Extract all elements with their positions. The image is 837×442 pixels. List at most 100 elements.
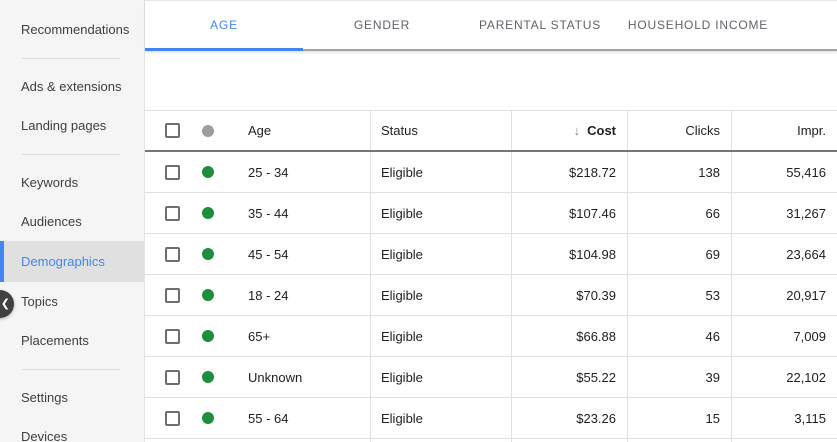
status-enabled-icon[interactable] (201, 166, 214, 178)
status-cell: Eligible (371, 275, 512, 315)
sidebar-item-settings[interactable]: Settings (0, 378, 144, 417)
status-cell: Eligible (371, 234, 512, 274)
sidebar-item-label: Demographics (21, 254, 105, 269)
row-checkbox[interactable] (165, 328, 180, 344)
status-dot-header-cell (190, 111, 225, 150)
sidebar-item-label: Keywords (21, 175, 79, 190)
age-cell: 25 - 34 (225, 152, 371, 192)
sidebar-item-topics[interactable]: Topics (0, 282, 144, 321)
status-enabled-icon[interactable] (201, 289, 214, 301)
row-checkbox[interactable] (165, 410, 180, 426)
table-row: Unknown Eligible $55.22 39 22,102 (145, 357, 837, 398)
column-header-age[interactable]: Age (225, 111, 371, 150)
table-row: 35 - 44 Eligible $107.46 66 31,267 (145, 193, 837, 234)
clicks-cell: 15 (628, 398, 732, 438)
status-cell: Eligible (371, 357, 512, 397)
age-cell: 55 - 64 (225, 398, 371, 438)
chevron-left-icon: ❮ (0, 297, 10, 310)
table-row: 55 - 64 Eligible $23.26 15 3,115 (145, 398, 837, 439)
tab-label: HOUSEHOLD INCOME (627, 18, 769, 32)
clicks-cell: 69 (628, 234, 732, 274)
impr-cell: 22,102 (786, 369, 826, 385)
sidebar-collapse-button[interactable]: ❮ (0, 290, 14, 318)
table-row: 18 - 24 Eligible $70.39 53 20,917 (145, 275, 837, 316)
toolbar-spacer (145, 51, 837, 110)
sidebar-item-label: Ads & extensions (21, 79, 122, 94)
status-enabled-icon[interactable] (201, 207, 214, 219)
table-row-partial (145, 439, 837, 442)
sidebar-item-label: Audiences (21, 214, 82, 229)
row-checkbox[interactable] (165, 164, 180, 180)
clicks-cell: 53 (628, 275, 732, 315)
tab-label: AGE (210, 18, 238, 32)
cost-cell: $66.88 (512, 316, 628, 356)
column-header-impr[interactable]: Impr. (797, 123, 826, 138)
column-header-cost[interactable]: ↓ Cost (512, 111, 628, 150)
demographics-tabbar: AGE GENDER PARENTAL STATUS HOUSEHOLD INC… (145, 0, 837, 51)
sidebar-item-label: Placements (21, 333, 89, 348)
cost-cell: $70.39 (512, 275, 628, 315)
row-checkbox[interactable] (165, 205, 180, 221)
table-row: 25 - 34 Eligible $218.72 138 55,416 (145, 152, 837, 193)
sidebar-item-keywords[interactable]: Keywords (0, 163, 144, 202)
sidebar-item-devices[interactable]: Devices (0, 417, 144, 442)
status-enabled-icon[interactable] (201, 248, 214, 260)
status-dot-header-icon (201, 124, 214, 137)
row-checkbox[interactable] (165, 287, 180, 303)
impr-cell: 55,416 (786, 164, 826, 180)
cost-cell: $107.46 (512, 193, 628, 233)
sidebar-item-label: Recommendations (21, 22, 130, 37)
sidebar-divider (0, 145, 144, 163)
select-all-checkbox[interactable] (165, 123, 180, 138)
cost-cell: $23.26 (512, 398, 628, 438)
age-cell: 45 - 54 (225, 234, 371, 274)
sidebar-item-recommendations[interactable]: Recommendations (0, 10, 144, 49)
row-checkbox[interactable] (165, 369, 180, 385)
sidebar-item-audiences[interactable]: Audiences (0, 202, 144, 241)
cost-cell: $218.72 (512, 152, 628, 192)
sidebar: Recommendations Ads & extensions Landing… (0, 0, 145, 442)
tab-parental-status[interactable]: PARENTAL STATUS (461, 1, 619, 49)
tab-label: GENDER (353, 18, 411, 32)
status-enabled-icon[interactable] (201, 330, 214, 342)
status-cell: Eligible (371, 193, 512, 233)
sidebar-item-label: Settings (21, 390, 68, 405)
sidebar-item-label: Landing pages (21, 118, 107, 133)
column-header-clicks[interactable]: Clicks (628, 111, 732, 150)
sidebar-divider (0, 360, 144, 378)
status-cell: Eligible (371, 316, 512, 356)
column-header-status[interactable]: Status (371, 111, 512, 150)
sidebar-item-placements[interactable]: Placements (0, 321, 144, 360)
status-cell: Eligible (371, 152, 512, 192)
status-cell: Eligible (371, 398, 512, 438)
sidebar-item-landing-pages[interactable]: Landing pages (0, 106, 144, 145)
sidebar-item-label: Topics (21, 294, 58, 309)
row-checkbox[interactable] (165, 246, 180, 262)
status-enabled-icon[interactable] (201, 371, 214, 383)
impr-cell: 23,664 (786, 246, 826, 262)
status-enabled-icon[interactable] (201, 412, 214, 424)
impr-cell: 31,267 (786, 205, 826, 221)
tab-gender[interactable]: GENDER (303, 1, 461, 49)
impr-cell: 3,115 (794, 410, 826, 426)
sidebar-item-ads-extensions[interactable]: Ads & extensions (0, 67, 144, 106)
impr-cell: 7,009 (793, 328, 826, 344)
sidebar-divider (0, 49, 144, 67)
tab-household-income[interactable]: HOUSEHOLD INCOME (619, 1, 777, 49)
tab-age[interactable]: AGE (145, 1, 303, 51)
clicks-cell: 39 (628, 357, 732, 397)
sidebar-item-demographics[interactable]: Demographics (0, 241, 144, 282)
age-table: Age Status ↓ Cost Clicks Impr. (145, 110, 837, 442)
active-tab-underline (145, 48, 303, 51)
table-row: 65+ Eligible $66.88 46 7,009 (145, 316, 837, 357)
table-header-row: Age Status ↓ Cost Clicks Impr. (145, 111, 837, 152)
age-cell: 35 - 44 (225, 193, 371, 233)
age-cell: 18 - 24 (225, 275, 371, 315)
sidebar-item-label: Devices (21, 429, 68, 442)
impr-cell: 20,917 (786, 287, 826, 303)
clicks-cell: 46 (628, 316, 732, 356)
table-row: 45 - 54 Eligible $104.98 69 23,664 (145, 234, 837, 275)
tab-label: PARENTAL STATUS (478, 18, 601, 32)
cost-cell: $55.22 (512, 357, 628, 397)
